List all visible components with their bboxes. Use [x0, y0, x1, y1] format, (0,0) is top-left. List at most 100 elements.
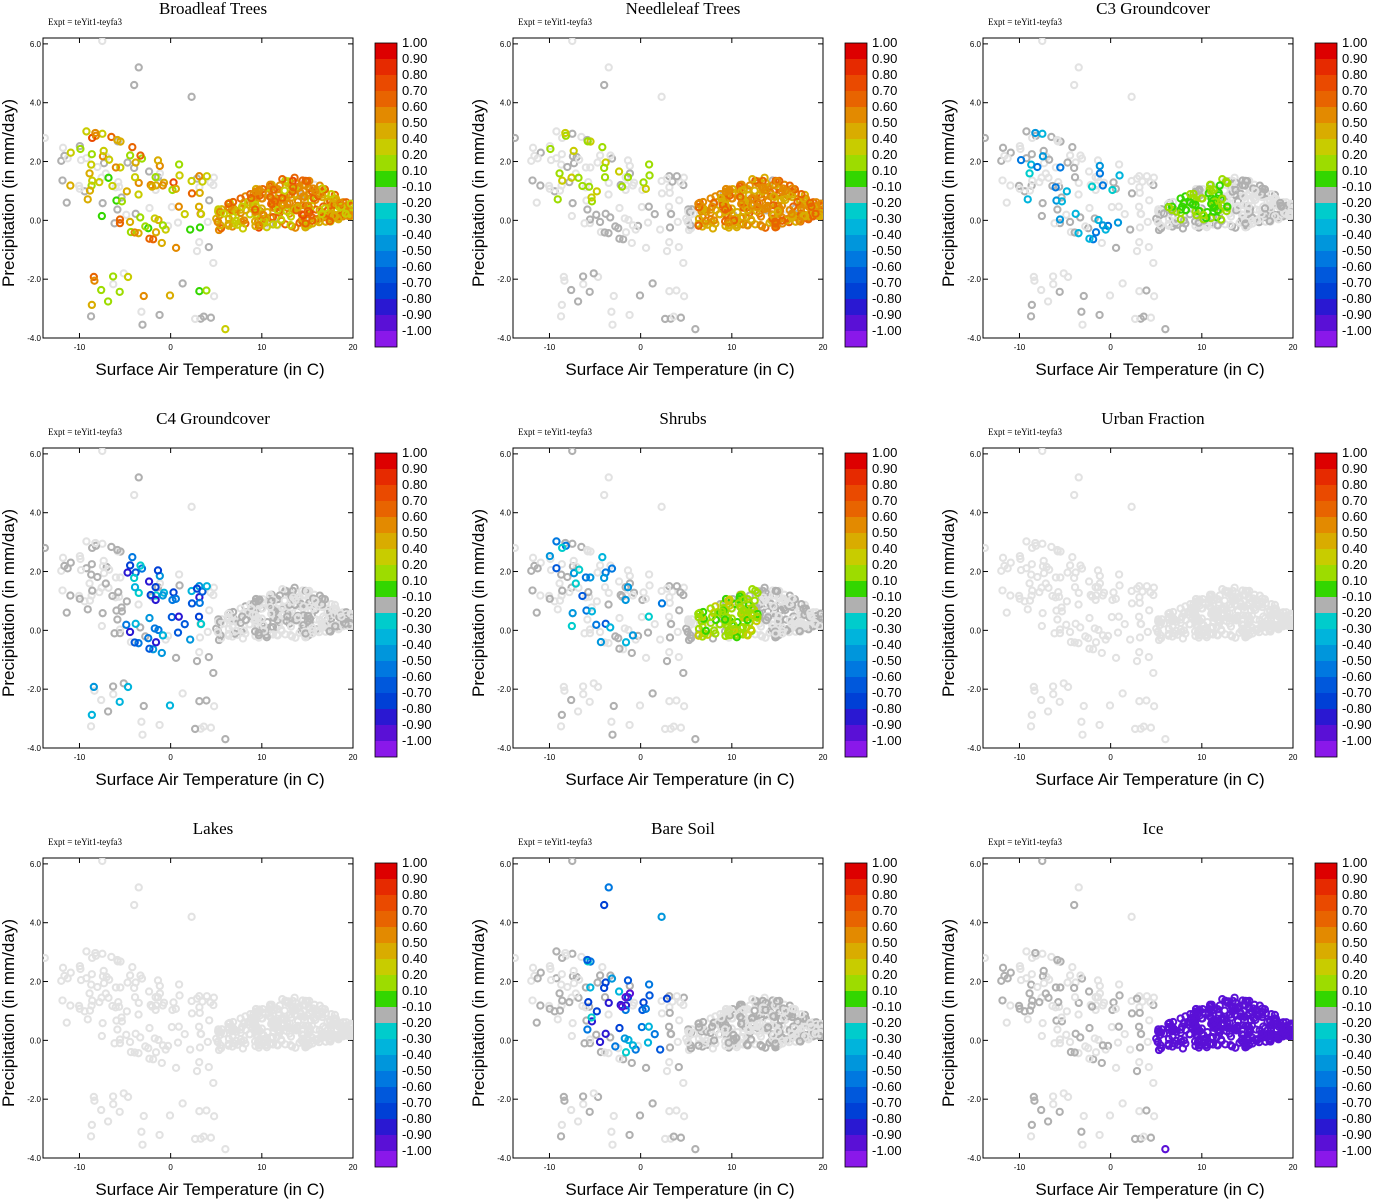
scatter-point	[1132, 656, 1142, 666]
scatter-point	[239, 216, 249, 225]
panel-title: Ice	[1143, 819, 1164, 838]
scatter-point	[262, 223, 271, 232]
scatter-point	[578, 272, 588, 281]
scatter-point	[552, 127, 561, 136]
scatter-point	[1261, 627, 1270, 636]
scatter-point	[781, 596, 790, 606]
scatter-point	[1258, 594, 1267, 603]
scatter-point	[787, 619, 796, 629]
scatter-point	[1134, 612, 1144, 621]
scatter-point	[1111, 653, 1121, 663]
scatter-point	[1178, 1044, 1188, 1053]
plot-frame	[982, 857, 1294, 1159]
scatter-point	[720, 615, 730, 624]
scatter-point	[625, 310, 634, 320]
scatter-point	[528, 996, 537, 1005]
scatter-point	[1113, 1038, 1123, 1047]
plot-frame	[512, 857, 824, 1159]
scatter-point	[600, 80, 609, 90]
scatter-point	[231, 626, 241, 635]
scatter-point	[138, 320, 147, 329]
y-axis-label: Precipitation (in mm/day)	[939, 99, 958, 287]
scatter-point	[1081, 632, 1090, 641]
scatter-point	[1059, 679, 1068, 688]
scatter-point	[1038, 448, 1047, 456]
colorbar-label: -0.50	[402, 243, 432, 258]
scatter-point	[155, 1130, 164, 1140]
y-tick-label: -2.0	[497, 275, 511, 284]
colorbar-label: 0.50	[402, 115, 427, 130]
scatter-point	[698, 197, 708, 207]
colorbar-swatch	[1315, 75, 1337, 91]
colorbar-label: -0.40	[872, 637, 902, 652]
scatter-point	[761, 1005, 770, 1015]
scatter-point	[694, 613, 704, 622]
scatter-point	[203, 217, 212, 227]
scatter-point	[675, 1016, 684, 1025]
x-tick-label: 10	[1197, 1163, 1206, 1172]
scatter-point	[1178, 224, 1188, 233]
colorbar-swatch	[375, 123, 397, 139]
scatter-point	[206, 998, 215, 1007]
scatter-point	[1057, 197, 1067, 206]
scatter-point	[125, 561, 135, 570]
scatter-point	[1029, 682, 1038, 692]
scatter-point	[635, 1111, 645, 1120]
scatter-point	[1199, 210, 1208, 220]
colorbar-label: 0.40	[402, 541, 427, 556]
scatter-point	[1076, 623, 1085, 632]
scatter-point	[1164, 613, 1174, 622]
scatter-point	[1095, 989, 1105, 998]
colorbar-label: -0.70	[1342, 275, 1372, 290]
colorbar-label: -0.80	[872, 291, 902, 306]
scatter-point	[1062, 187, 1072, 196]
scatter-point	[801, 622, 810, 631]
scatter-point	[567, 1031, 577, 1041]
scatter-point	[787, 1029, 796, 1039]
scatter-point	[1027, 970, 1037, 979]
scatter-point	[1035, 997, 1044, 1007]
scatter-point	[303, 587, 312, 596]
scatter-point	[1149, 668, 1158, 678]
scatter-point	[1045, 155, 1054, 164]
colorbar-swatch	[845, 693, 867, 709]
scatter-point	[1168, 197, 1178, 207]
scatter-point	[694, 609, 703, 618]
scatter-point	[791, 627, 800, 636]
scatter-point	[1065, 151, 1075, 160]
scatter-point	[158, 1001, 168, 1010]
x-tick-label: 10	[257, 753, 266, 762]
colorbar-swatch	[375, 43, 397, 59]
scatter-point	[1053, 545, 1062, 555]
scatter-point	[797, 1010, 806, 1019]
scatter-point	[97, 1031, 107, 1041]
colorbar-label: 0.90	[872, 871, 897, 886]
scatter-point	[732, 1043, 741, 1052]
scatter-point	[76, 144, 85, 154]
colorbar-swatch	[375, 1007, 397, 1023]
colorbar-swatch	[845, 267, 867, 283]
scatter-point	[577, 542, 586, 552]
scatter-point	[299, 1012, 308, 1021]
scatter-point	[737, 609, 746, 618]
y-tick-label: -4.0	[967, 744, 981, 753]
scatter-point	[750, 186, 759, 195]
scatter-point	[275, 591, 284, 600]
scatter-point	[87, 300, 97, 310]
scatter-point	[138, 1140, 147, 1149]
scatter-point	[1213, 615, 1222, 625]
colorbar-label: -0.50	[1342, 653, 1372, 668]
scatter-point	[114, 998, 123, 1007]
y-tick-label: 2.0	[500, 978, 512, 987]
scatter-point	[221, 1145, 230, 1154]
scatter-point	[327, 1010, 336, 1019]
scatter-point	[1126, 635, 1135, 644]
scatter-point	[1202, 223, 1211, 232]
scatter-point	[1095, 310, 1104, 320]
scatter-point	[85, 596, 95, 605]
scatter-point	[672, 992, 682, 1001]
scatter-point	[1263, 607, 1272, 617]
scatter-point	[117, 1017, 127, 1026]
scatter-point	[1114, 202, 1123, 211]
